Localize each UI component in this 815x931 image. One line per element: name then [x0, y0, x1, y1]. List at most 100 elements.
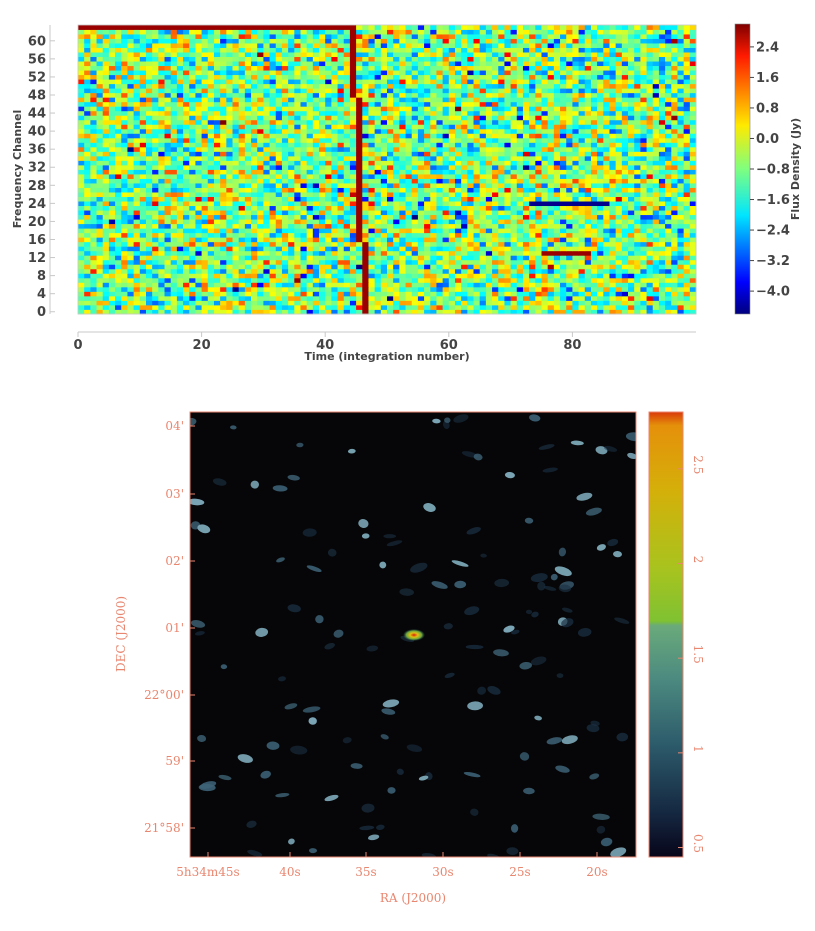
- spectrum-cell: [127, 128, 135, 134]
- spectrum-cell: [621, 142, 629, 148]
- spectrum-cell: [300, 300, 308, 306]
- spectrum-cell: [504, 232, 511, 238]
- spectrum-cell: [646, 146, 654, 152]
- spectrum-cell: [535, 304, 542, 310]
- spectrum-cell: [572, 273, 579, 279]
- spectrum-cell: [78, 277, 85, 283]
- spectrum-cell: [158, 268, 165, 274]
- spectrum-cell: [683, 246, 691, 252]
- spectrum-cell: [454, 295, 462, 301]
- spectrum-cell: [337, 295, 345, 301]
- spectrum-cell: [108, 228, 116, 234]
- spectrum-cell: [584, 219, 592, 225]
- spectrum-cell: [288, 295, 295, 301]
- spectrum-cell: [164, 201, 172, 207]
- spectrum-cell: [541, 164, 549, 170]
- spectrum-cell: [319, 273, 326, 279]
- spectrum-cell: [337, 192, 345, 197]
- spectrum-cell: [566, 232, 573, 238]
- spectrum-cell: [671, 300, 678, 306]
- spectrum-cell: [553, 155, 561, 161]
- spectrum-cell: [90, 106, 97, 112]
- spectrum-cell: [300, 151, 308, 157]
- spectrum-cell: [306, 178, 314, 184]
- spectrum-cell: [560, 295, 567, 301]
- spectrum-cell: [176, 174, 184, 179]
- spectrum-cell: [133, 223, 141, 229]
- spectrum-cell: [257, 155, 264, 161]
- spectrum-cell: [547, 124, 555, 130]
- spectrum-cell: [374, 295, 382, 301]
- spectrum-cell: [634, 210, 641, 216]
- spectrum-cell: [609, 183, 617, 188]
- spectrum-cell: [430, 119, 437, 125]
- spectrum-cell: [294, 196, 301, 202]
- spectrum-cell: [362, 128, 369, 134]
- spectrum-cell: [504, 187, 511, 193]
- spectrum-cell: [665, 124, 672, 130]
- spectrum-cell: [220, 183, 227, 188]
- spectrum-cell: [183, 223, 190, 229]
- spectrum-cell: [127, 210, 135, 216]
- spectrum-cell: [281, 124, 289, 130]
- spectrum-cell: [189, 133, 196, 139]
- spectrum-cell: [547, 133, 555, 139]
- spectrum-cell: [399, 119, 406, 125]
- spectrum-cell: [380, 201, 388, 207]
- spectrum-cell: [634, 146, 641, 152]
- spectrum-cell: [152, 219, 159, 225]
- spectrum-cell: [399, 164, 406, 170]
- spectrum-cell: [183, 97, 190, 103]
- spectrum-cell: [294, 115, 301, 121]
- spectrum-cell: [535, 110, 542, 116]
- spectrum-cell: [176, 228, 184, 234]
- spectrum-cell: [541, 142, 549, 148]
- spectrum-cell: [436, 192, 444, 197]
- spectrum-cell: [244, 88, 252, 94]
- spectrum-cell: [547, 142, 555, 148]
- spectrum-cell: [665, 151, 672, 157]
- spectrum-cell: [312, 137, 320, 143]
- spectrum-cell: [640, 137, 647, 143]
- spectrum-cell: [331, 201, 338, 207]
- spectrum-cell: [683, 282, 691, 288]
- spectrum-cell: [553, 246, 561, 252]
- spectrum-cell: [133, 106, 141, 112]
- spectrum-cell: [127, 228, 135, 234]
- spectrum-cell: [220, 110, 227, 116]
- spectrum-cell: [319, 282, 326, 288]
- spectrum-cell: [201, 304, 209, 310]
- spectrum-cell: [393, 268, 400, 274]
- dynamic-spectrum-pixels: [78, 25, 697, 315]
- spectrum-cell: [195, 255, 202, 261]
- spectrum-cell: [380, 241, 388, 247]
- spectrum-cell: [288, 160, 295, 166]
- spectrum-cell: [485, 201, 493, 207]
- spectrum-cell: [207, 255, 215, 261]
- spectrum-cell: [115, 214, 122, 220]
- spectrum-cell: [387, 137, 394, 143]
- spectrum-cell: [368, 214, 376, 220]
- spectrum-cell: [263, 124, 270, 130]
- spectrum-cell: [263, 164, 270, 170]
- spectrum-cell: [300, 259, 308, 265]
- spectrum-cell: [609, 146, 617, 152]
- spectrum-cell: [665, 155, 672, 161]
- spectrum-cell: [677, 210, 685, 216]
- spectrum-cell: [615, 264, 623, 270]
- spectrum-cell: [207, 92, 215, 98]
- spectrum-cell: [522, 192, 530, 197]
- spectrum-cell: [294, 210, 301, 216]
- spectrum-cell: [584, 164, 592, 170]
- spectrum-cell: [269, 106, 277, 112]
- spectrum-cell: [621, 237, 629, 243]
- spectrum-cell: [522, 110, 530, 116]
- spectrum-cell: [164, 155, 172, 161]
- spectrum-cell: [189, 246, 196, 252]
- spectrum-cell: [615, 119, 623, 125]
- spectrum-cell: [121, 164, 128, 170]
- spectrum-cell: [473, 137, 481, 143]
- spectrum-cell: [195, 223, 202, 229]
- spectrum-cell: [300, 119, 308, 125]
- spectrum-cell: [671, 124, 678, 130]
